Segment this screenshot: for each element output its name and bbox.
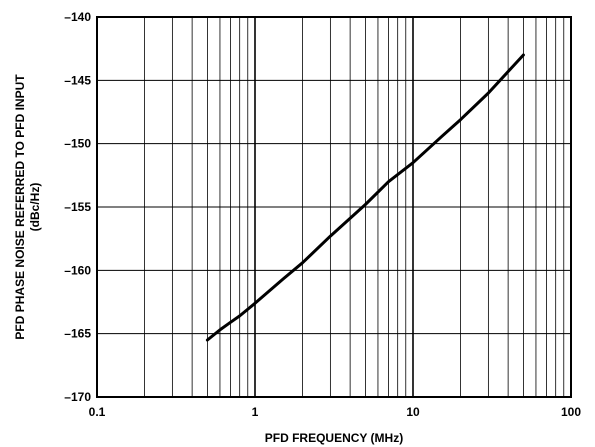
x-tick-labels: 0.1 1 10 100	[89, 405, 582, 419]
y-tick-label: –140	[64, 10, 91, 24]
y-tick-label: –150	[64, 137, 91, 151]
y-axis-title-line-2: (dBc/Hz)	[28, 183, 42, 232]
x-tick-label: 0.1	[89, 405, 106, 419]
y-tick-label: –170	[64, 390, 91, 404]
y-tick-labels: –140 –145 –150 –155 –160 –165 –170	[64, 10, 91, 404]
y-tick-label: –160	[64, 263, 91, 277]
y-axis-title: PFD PHASE NOISE REFERRED TO PFD INPUT (d…	[13, 74, 42, 340]
y-tick-label: –155	[64, 200, 91, 214]
plot-area-frame	[96, 16, 572, 398]
y-tick-label: –145	[64, 73, 91, 87]
x-tick-label: 10	[406, 405, 420, 419]
y-axis-title-line-1: PFD PHASE NOISE REFERRED TO PFD INPUT	[13, 74, 27, 340]
major-gridlines	[96, 16, 572, 398]
x-tick-label: 1	[252, 405, 259, 419]
x-tick-label: 100	[561, 405, 581, 419]
phase-noise-series-line	[205, 53, 525, 342]
y-tick-label: –165	[64, 327, 91, 341]
x-axis-title: PFD FREQUENCY (MHz)	[265, 431, 403, 445]
